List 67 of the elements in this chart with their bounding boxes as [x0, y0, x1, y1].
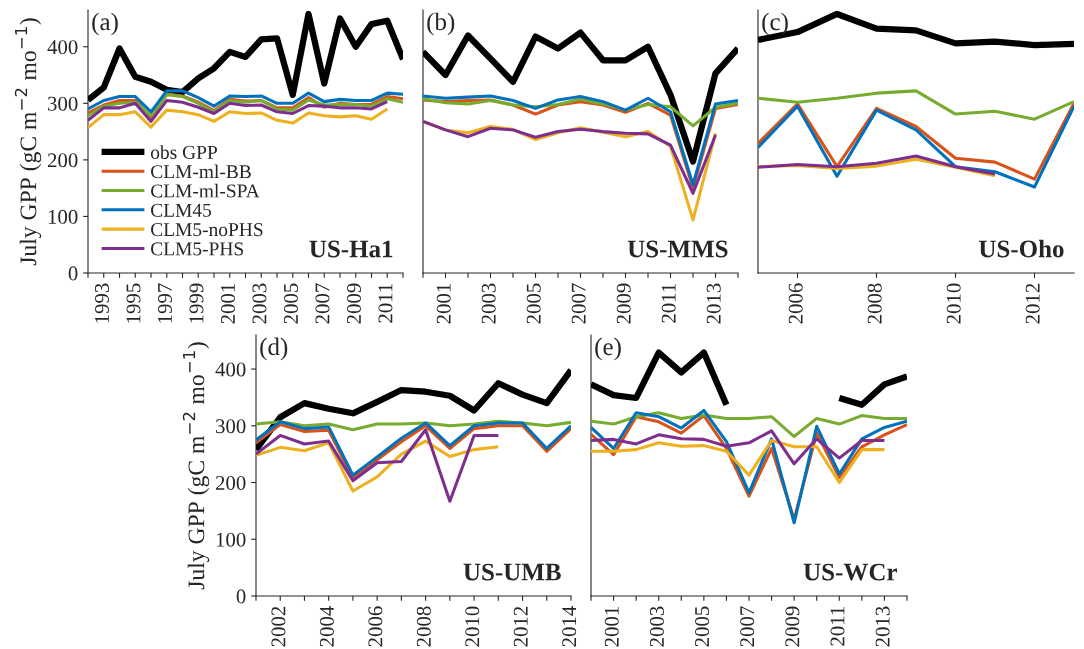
legend-label: CLM5-PHS: [151, 242, 244, 256]
x-tick-label: 2006: [788, 283, 803, 324]
y-tick-label: 300: [216, 419, 246, 434]
y-tick-label: 0: [68, 266, 78, 281]
line-series: [88, 98, 389, 123]
y-tick-label: 400: [47, 40, 78, 55]
annotation: US-Ha1: [309, 240, 393, 258]
annotation: (a): [92, 12, 118, 36]
y-tick-label: 300: [48, 96, 78, 111]
x-tick-label: 2001: [220, 283, 235, 324]
x-tick-label: 2013: [875, 606, 890, 647]
y-tick-label: 200: [47, 153, 78, 168]
y-axis-title: July GPP (gC m$^{−2}$ mo$^{−1}$): [14, 18, 42, 266]
x-tick-label: 2002: [271, 606, 286, 647]
x-tick-label: 1999: [189, 283, 204, 323]
x-tick-label: 2007: [315, 283, 330, 324]
x-tick-label: 2005: [695, 606, 710, 647]
legend-label: CLM45: [151, 203, 212, 217]
x-tick-label: 2011: [661, 283, 676, 323]
annotation: (d): [260, 337, 288, 361]
legend-label: CLM-ml-BB: [151, 164, 251, 179]
legend-label: obs GPP: [150, 145, 217, 159]
x-tick-label: 2012: [513, 606, 528, 647]
x-tick-label: 2007: [571, 283, 586, 324]
x-tick-label: 2009: [785, 606, 800, 647]
line-series: [256, 428, 500, 503]
x-tick-label: 2003: [481, 283, 496, 324]
annotation: US-WCr: [803, 563, 897, 581]
x-tick-label: 2010: [465, 606, 480, 647]
y-tick-label: 0: [236, 589, 246, 604]
x-tick-label: 2009: [346, 283, 361, 324]
y-tick-label: 200: [215, 475, 246, 490]
x-tick-label: 1993: [94, 283, 109, 323]
annotation: (e): [595, 337, 621, 361]
x-tick-label: 2007: [740, 606, 755, 647]
legend-label: CLM-ml-SPA: [151, 183, 260, 198]
x-tick-label: 2008: [416, 606, 431, 647]
y-tick-label: 400: [215, 362, 246, 377]
annotation: (c): [762, 12, 788, 36]
x-tick-label: 2008: [867, 283, 882, 324]
line-series: [88, 107, 389, 130]
x-tick-label: 2004: [319, 606, 334, 647]
y-tick-label: 100: [216, 532, 246, 547]
x-tick-label: 2003: [252, 283, 267, 324]
x-tick-label: 2005: [526, 283, 541, 324]
x-tick-label: 2001: [604, 606, 619, 647]
line-series: [256, 439, 500, 493]
x-tick-label: 2003: [649, 606, 664, 647]
y-axis-title: July GPP (gC m$^{−2}$ mo$^{−1}$): [182, 342, 210, 590]
annotation: US-UMB: [463, 563, 561, 581]
x-tick-label: 1995: [126, 283, 141, 323]
x-tick-label: 2012: [1025, 283, 1040, 324]
x-tick-label: 2011: [378, 283, 393, 323]
y-tick-label: 100: [48, 209, 78, 224]
x-tick-label: 2006: [368, 606, 383, 647]
x-tick-label: 2011: [830, 606, 845, 646]
x-tick-label: 2005: [283, 283, 298, 324]
x-tick-label: 2009: [616, 283, 631, 324]
x-tick-label: 2014: [562, 606, 577, 647]
annotation: US-MMS: [627, 240, 728, 258]
x-tick-label: 2010: [946, 283, 961, 324]
annotation: (b): [427, 12, 455, 36]
annotation: US-Oho: [979, 239, 1064, 258]
x-tick-label: 2013: [706, 283, 721, 324]
legend-label: CLM5-noPHS: [151, 223, 263, 237]
x-tick-label: 1997: [157, 283, 172, 323]
x-tick-label: 2001: [436, 283, 451, 324]
